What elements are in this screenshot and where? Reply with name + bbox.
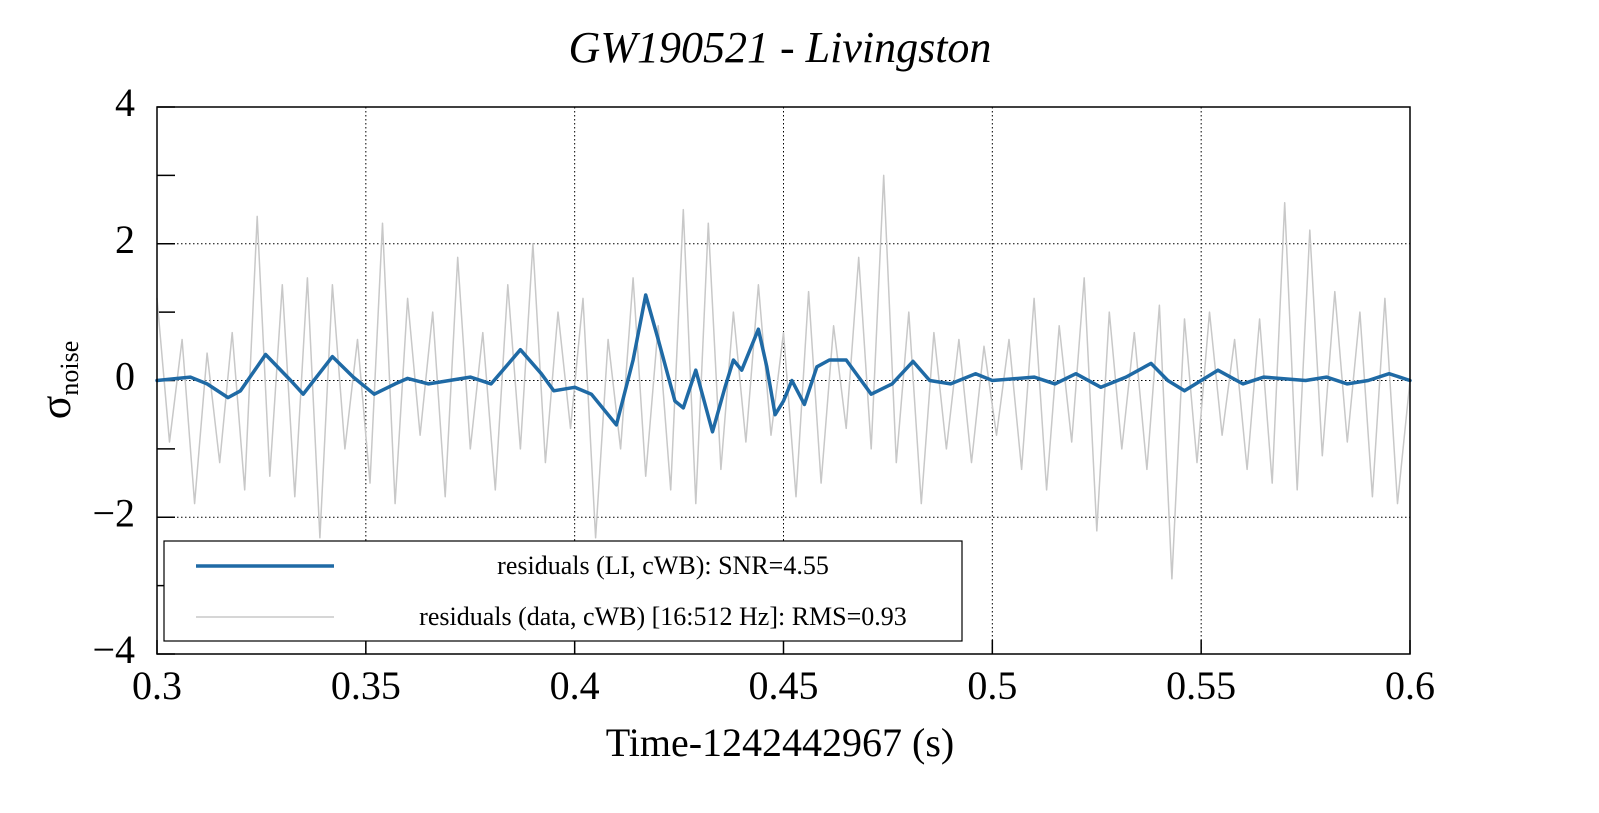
x-tick-label: 0.3 [132,663,182,708]
y-label-symbol: σ [31,395,80,419]
y-tick-label: 4 [115,80,135,125]
y-tick-label: −4 [92,627,135,672]
x-tick-label: 0.55 [1166,663,1236,708]
x-tick-label: 0.4 [550,663,600,708]
legend-label: residuals (data, cWB) [16:512 Hz]: RMS=0… [419,602,907,631]
y-tick-label: 2 [115,217,135,262]
y-tick-label: 0 [115,354,135,399]
x-tick-label: 0.5 [967,663,1017,708]
x-tick-label: 0.35 [331,663,401,708]
series-line [156,174,1411,580]
y-tick-label: −2 [92,490,135,535]
y-label-subscript: noise [55,341,84,396]
plot-lines [155,174,1412,580]
legend: residuals (LI, cWB): SNR=4.55 residuals (… [163,540,963,642]
chart-title: GW190521 - Livingston [569,23,992,72]
plot-frame [156,106,1411,655]
series-line [155,293,1412,434]
x-tick-label: 0.45 [749,663,819,708]
y-axis-label: σnoise [31,341,84,420]
x-tick-label: 0.6 [1385,663,1435,708]
legend-label: residuals (LI, cWB): SNR=4.55 [497,551,829,580]
legend-box [163,540,963,642]
x-axis-label: Time-1242442967 (s) [606,720,955,765]
